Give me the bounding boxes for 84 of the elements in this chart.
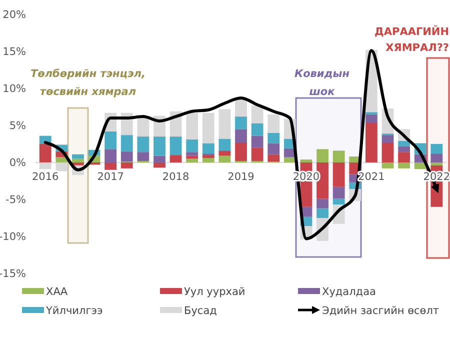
- bar: [154, 156, 166, 162]
- y-tick-label: -5%: [6, 194, 26, 206]
- bar: [316, 149, 328, 162]
- legend-label: Бусад: [184, 305, 217, 317]
- bar: [365, 122, 378, 162]
- legend-label: Үйлчилгээ: [45, 305, 103, 317]
- bar: [365, 114, 378, 122]
- bar: [137, 116, 150, 137]
- bar: [268, 114, 280, 133]
- bar: [382, 162, 394, 168]
- bar: [251, 105, 264, 124]
- bar: [268, 132, 280, 144]
- legend-label: Худалдаа: [322, 286, 376, 298]
- bar: [72, 162, 84, 166]
- bar: [235, 129, 247, 142]
- bar: [39, 144, 52, 162]
- bar: [251, 148, 264, 161]
- bar: [398, 162, 410, 168]
- bar: [104, 162, 117, 170]
- legend-label: Уул уурхай: [184, 286, 246, 298]
- annotation: Ковидын шок: [294, 68, 350, 98]
- bar: [430, 162, 443, 166]
- bar: [202, 112, 214, 144]
- bar: [186, 152, 198, 156]
- bar: [186, 140, 198, 152]
- bar: [300, 159, 312, 162]
- bar: [398, 146, 410, 152]
- y-tick-label: 5%: [9, 120, 26, 132]
- annotation: ДАРААГИЙН ХЯМРАЛ??: [374, 25, 449, 54]
- bar: [202, 155, 214, 158]
- y-tick-label: 15%: [2, 46, 26, 58]
- bar: [430, 154, 443, 162]
- bar: [72, 158, 84, 162]
- bar: [218, 150, 231, 156]
- x-tick-label: 2018: [162, 170, 190, 183]
- bar: [235, 100, 247, 117]
- bar: [154, 162, 166, 168]
- x-tick-label: 2019: [228, 170, 254, 183]
- y-tick-label: 20%: [2, 8, 26, 21]
- y-tick-label: 10%: [2, 82, 26, 95]
- x-tick-label: 2022: [423, 170, 450, 183]
- bar: [235, 116, 247, 130]
- bar: [72, 154, 84, 159]
- bar: [120, 162, 133, 168]
- bar: [332, 162, 345, 187]
- bar: [268, 143, 280, 154]
- bar: [332, 186, 345, 199]
- bar: [251, 136, 264, 148]
- bar: [137, 136, 150, 152]
- bar: [120, 135, 133, 152]
- x-tick-label: 2016: [32, 170, 60, 183]
- legend-label: Эдийн засгийн өсөлт: [322, 305, 440, 317]
- bar: [104, 131, 117, 150]
- bar: [332, 150, 345, 162]
- bar: [382, 135, 394, 142]
- bar: [430, 144, 443, 154]
- bar: [170, 155, 182, 162]
- bar: [218, 138, 231, 151]
- bar: [218, 156, 231, 162]
- x-tick-label: 2017: [97, 170, 124, 183]
- bar: [186, 112, 198, 140]
- bar: [202, 143, 214, 154]
- bar: [382, 142, 394, 162]
- bar: [218, 109, 231, 139]
- bar: [398, 152, 410, 162]
- y-tick-label: 0%: [9, 156, 26, 169]
- bar: [332, 198, 345, 205]
- annotation: Төлбөрийн тэнцэл, төсвийн хямрал: [30, 68, 146, 98]
- bar: [398, 140, 410, 146]
- bar: [202, 158, 214, 162]
- bar: [120, 151, 133, 162]
- bar: [235, 142, 247, 161]
- legend-label: ХАА: [46, 286, 68, 298]
- bar: [104, 149, 117, 162]
- bar: [154, 136, 166, 156]
- bar: [251, 123, 264, 136]
- bar: [186, 156, 198, 159]
- bar: [268, 154, 280, 162]
- bar: [316, 198, 328, 208]
- bar: [56, 157, 68, 162]
- bar: [170, 136, 182, 156]
- bar: [316, 208, 328, 218]
- bar: [137, 152, 150, 161]
- bar: [186, 158, 198, 162]
